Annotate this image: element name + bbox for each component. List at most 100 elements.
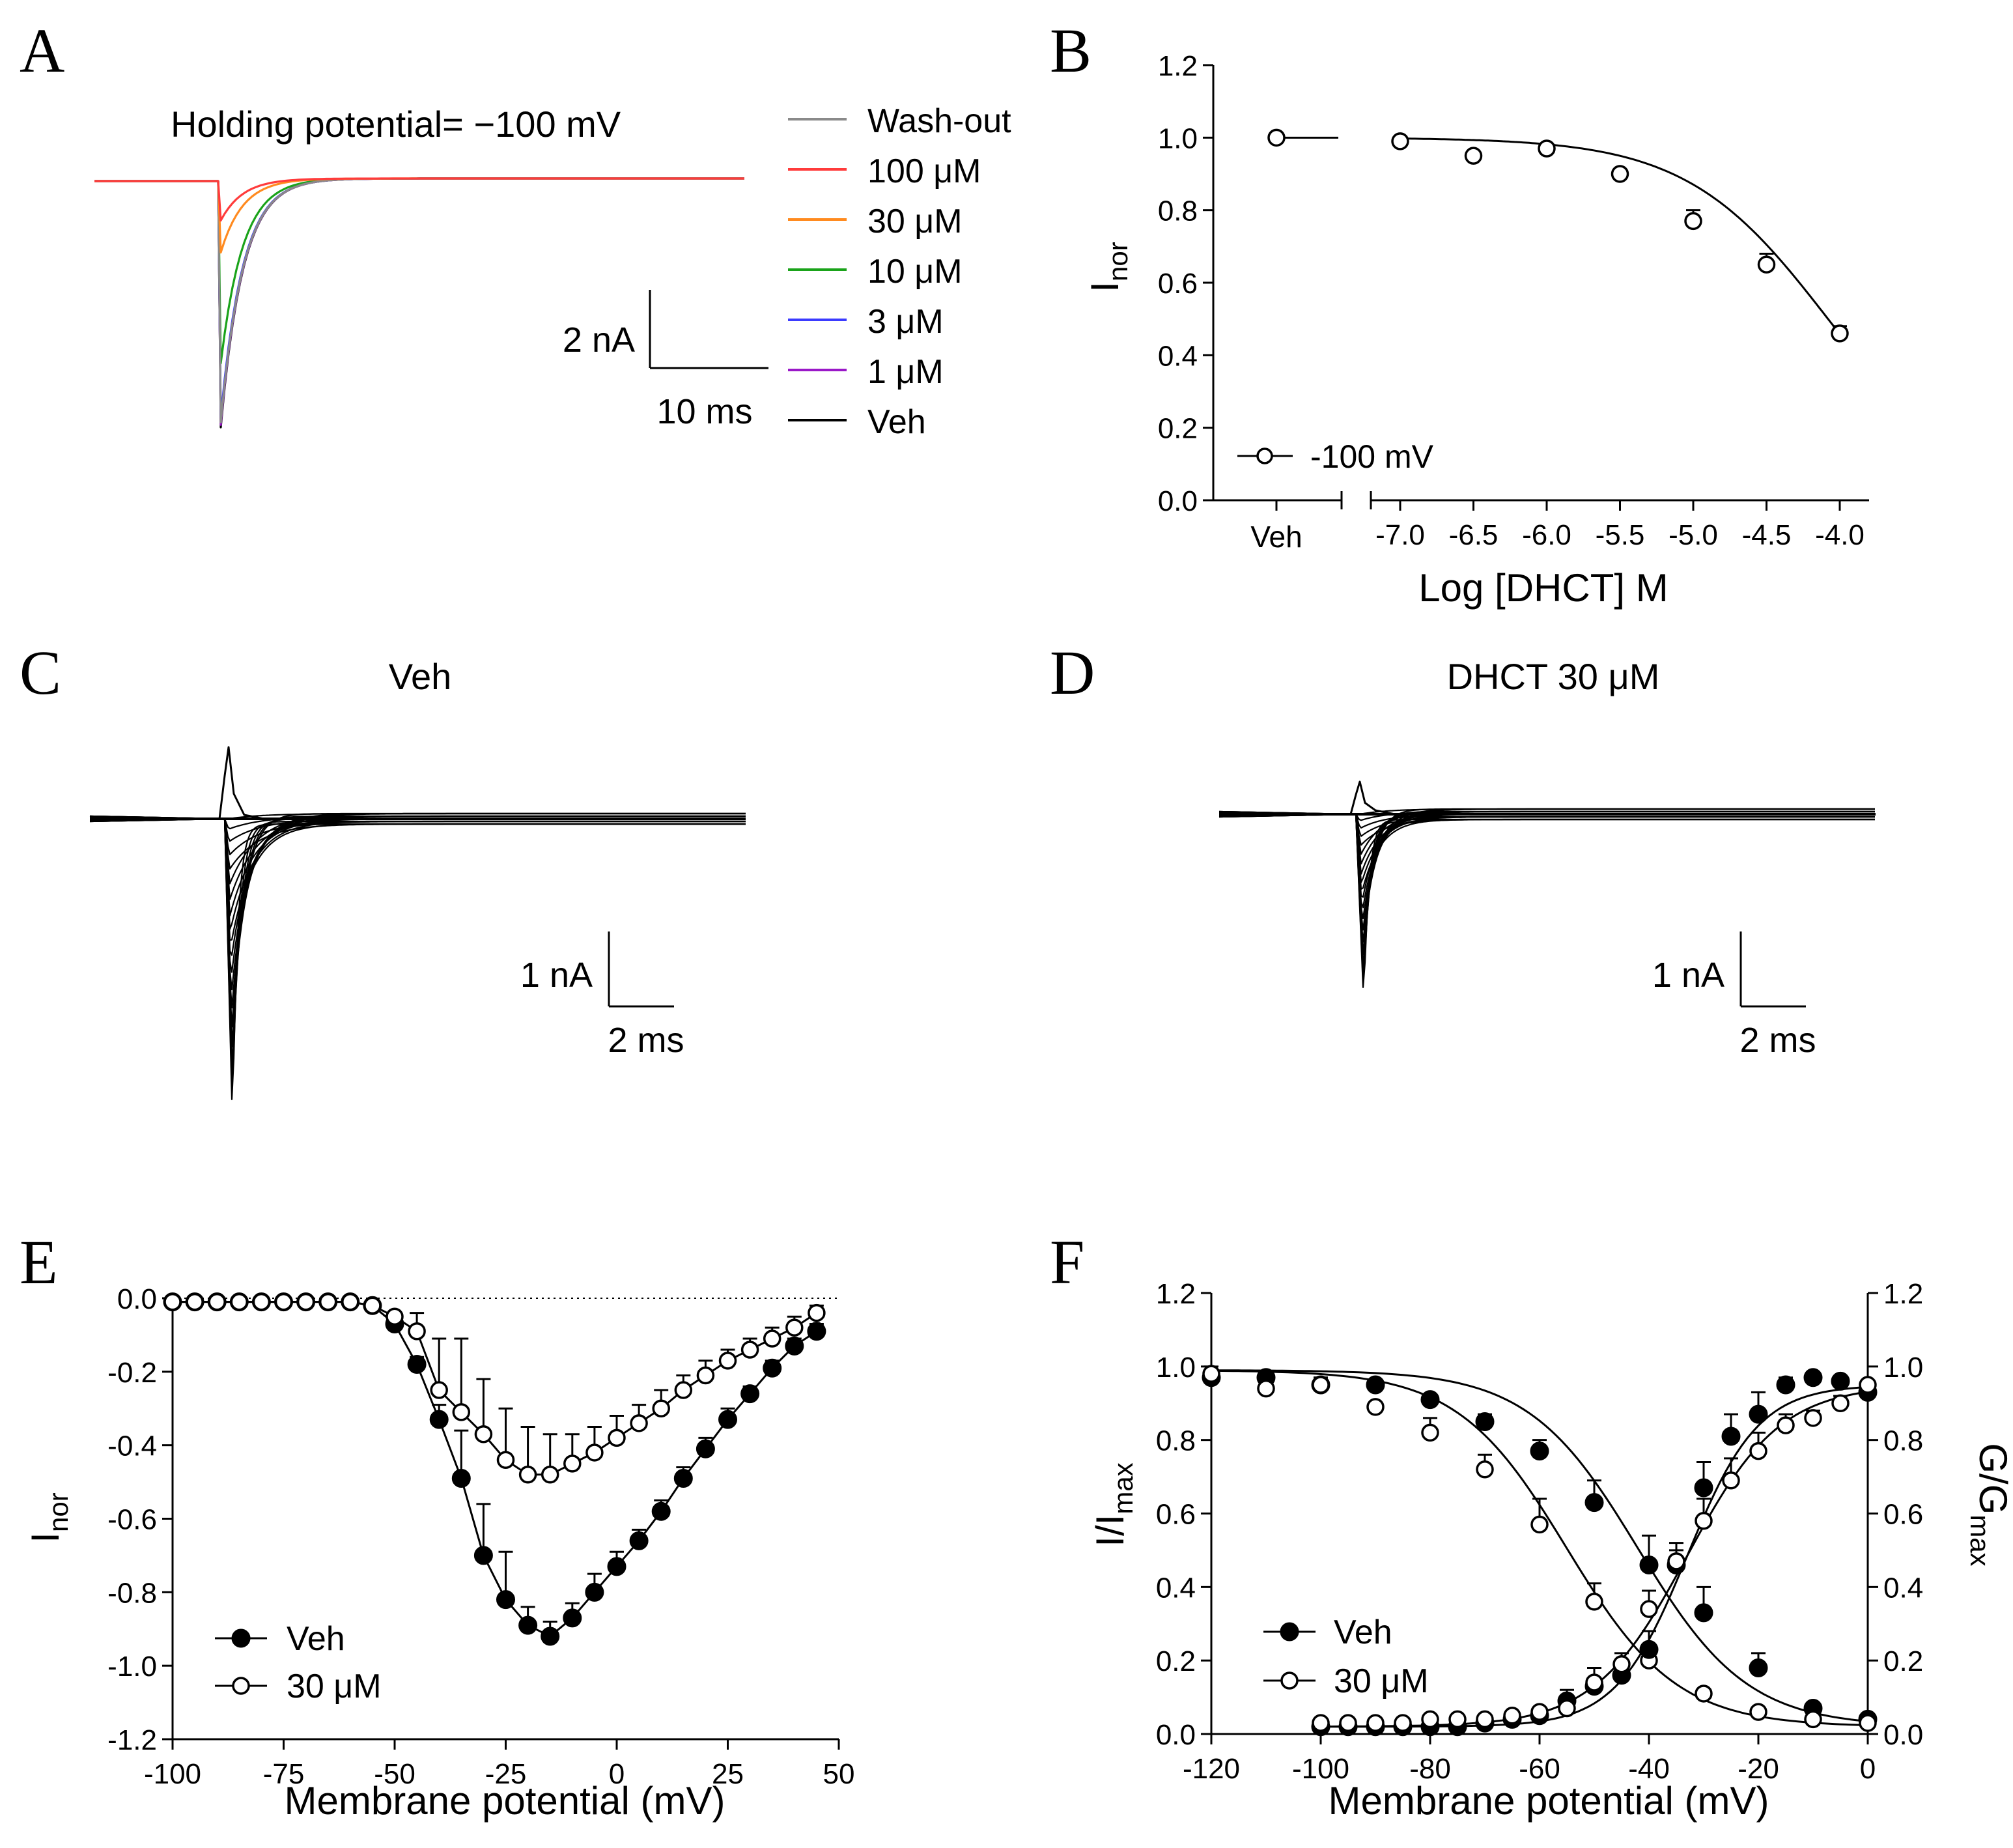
panel-e-point: [341, 1292, 359, 1311]
panel-f-inactivation-point: [1749, 1703, 1767, 1721]
panel-e-y-tick-label: -0.6: [107, 1504, 157, 1536]
panel-f-activation-point: [1749, 1404, 1768, 1424]
c-sweep: [89, 815, 746, 1070]
panel-f-activation-point: [1585, 1673, 1603, 1692]
panel-f-right-tick-label: 1.2: [1883, 1278, 1923, 1310]
panel-f-activation-point: [1612, 1655, 1631, 1673]
panel-e-x-axis-label: Membrane potential (mV): [285, 1779, 725, 1823]
panel-e-iv-curve: 0.0 -0.2 -0.4 -0.6 -0.8 -1.0 -1.2-100 -75 -50 -25…: [23, 1283, 854, 1823]
panel-f-right-tick-label: 0.0: [1883, 1719, 1923, 1751]
panel-e-x-tick-label: -100: [144, 1758, 201, 1790]
panel-b-y-tick-label: 1.0: [1158, 122, 1198, 154]
panel-e-point: [518, 1615, 538, 1635]
panel-a-legend-label: Veh: [867, 403, 926, 441]
panel-e-y-tick-label: -0.8: [107, 1577, 157, 1609]
panel-c-scale-x-label: 2 ms: [608, 1021, 684, 1060]
panel-e-x-tick-label: -50: [374, 1758, 415, 1790]
panel-e-x-tick-label: 50: [823, 1758, 855, 1790]
d-sweep: [1218, 808, 1875, 898]
panel-f-x-tick-label: -100: [1292, 1753, 1349, 1785]
panel-f-inactivation-point: [1312, 1376, 1330, 1394]
panel-f-activation-point: [1312, 1714, 1330, 1732]
panel-b-y-tick-label: 0.8: [1158, 195, 1198, 227]
panel-e-point: [651, 1501, 671, 1521]
panel-d-scale-bar: 1 nA 2 ms: [1652, 931, 1816, 1060]
panel-f-activation-point: [1366, 1714, 1385, 1732]
panel-e-point: [296, 1292, 315, 1311]
panel-f-x-tick-label: -80: [1409, 1753, 1451, 1785]
d-sweep: [1218, 813, 1875, 890]
c-sweep: [89, 817, 746, 870]
panel-f-right-tick-label: 0.6: [1883, 1499, 1923, 1531]
panel-e-point: [541, 1466, 559, 1484]
c-sweep: [89, 815, 746, 900]
panel-f-activation-point: [1394, 1714, 1412, 1732]
panel-b-point: [1538, 139, 1556, 158]
panel-f-inactivation-point: [1695, 1685, 1713, 1703]
d-sweep: [1218, 813, 1875, 983]
panel-b-plot: [1267, 128, 1849, 343]
c-sweep: [89, 812, 746, 1047]
panel-f-left-tick-label: 0.6: [1156, 1499, 1196, 1531]
panel-f-activation-point: [1721, 1427, 1741, 1446]
panel-b-x-tick-label: -5.0: [1668, 519, 1718, 551]
panel-f-x-tick-label: -120: [1183, 1753, 1240, 1785]
panel-e-x-tick-label: -75: [263, 1758, 305, 1790]
c-sweep: [89, 817, 746, 1028]
panel-e-y-tick-label: -0.2: [107, 1357, 157, 1389]
panel-a-legend: Wash-out 100 μM 30 μM 10 μM 3 μM 1 μM Veh: [788, 102, 1011, 441]
panel-a-sodium-current-traces: Holding potential= −100 mV Wash-out 100 μ…: [94, 102, 1011, 441]
panel-b-x-tick-label: -7.0: [1375, 519, 1425, 551]
panel-f-inactivation-point: [1749, 1658, 1768, 1677]
panel-d-scale-y-label: 1 nA: [1652, 956, 1724, 995]
panel-e-point: [696, 1366, 715, 1385]
panel-b-y-tick-label: 0.6: [1158, 268, 1198, 300]
panel-a-trace: [94, 177, 744, 365]
panel-e-x-tick-label: -25: [485, 1758, 527, 1790]
panel-e-point: [563, 1608, 582, 1628]
panel-c-veh-current-family: Veh 1 nA 2 ms: [89, 656, 746, 1100]
panel-b-point: [1391, 132, 1409, 150]
panel-e-point: [630, 1414, 648, 1432]
panel-e-point: [652, 1399, 670, 1417]
panel-letter-e: E: [20, 1227, 58, 1297]
panel-letter-b: B: [1050, 16, 1091, 85]
panel-b-x-tick-label: -4.5: [1742, 519, 1792, 551]
panel-f-activation-point: [1831, 1394, 1850, 1412]
panel-f-x-axis-label: Membrane potential (mV): [1329, 1779, 1769, 1823]
d-sweep: [1218, 808, 1875, 855]
panel-e-point: [518, 1466, 537, 1484]
panel-e-legend-veh: Veh: [287, 1620, 345, 1658]
panel-f-activation-point: [1530, 1703, 1549, 1721]
panel-e-point: [763, 1329, 781, 1348]
panel-f-activation-point: [1558, 1699, 1576, 1718]
panel-f-x-tick-label: -20: [1738, 1753, 1779, 1785]
panel-b-legend-label: -100 mV: [1310, 438, 1434, 475]
panel-e-point: [763, 1358, 782, 1378]
panel-f-activation-point: [1339, 1714, 1357, 1732]
d-sweep: [1219, 813, 1875, 977]
panel-a-legend-label: 30 μM: [867, 203, 963, 240]
panel-b-y-tick-label: 0.2: [1158, 413, 1198, 445]
c-sweep: [89, 817, 746, 930]
panel-f-activation-inactivation: 0.0 0.0 0.2 0.2 0.4 0.4 0.6 0.6 0.8 0.8 1.0 1.0 1.2 1…: [1088, 1278, 2013, 1823]
panel-e-point: [318, 1292, 337, 1311]
panel-f-left-y-axis-label: I/Imax: [1088, 1462, 1138, 1546]
panel-f-x-tick-label: 0: [1860, 1753, 1876, 1785]
panel-a-legend-label: 10 μM: [867, 253, 963, 291]
panel-f-right-tick-label: 0.8: [1883, 1425, 1923, 1457]
panel-f-inactivation-point: [1804, 1710, 1822, 1729]
panel-f-inactivation-point: [1366, 1375, 1385, 1395]
d-sweep: [1218, 813, 1875, 988]
panel-f-x-tick-label: -40: [1628, 1753, 1670, 1785]
panel-e-point: [585, 1443, 604, 1462]
panel-a-traces: [94, 177, 744, 429]
panel-e-point: [785, 1336, 804, 1356]
panel-d-title: DHCT 30 μM: [1447, 656, 1660, 697]
panel-d-traces: [1218, 780, 1876, 988]
panel-a-trace: [94, 177, 744, 254]
panel-a-trace: [94, 177, 744, 423]
panel-f-inactivation-point: [1530, 1442, 1549, 1461]
panel-e-legend: Veh 30 μM: [215, 1620, 382, 1705]
panel-a-scale-y-label: 2 nA: [563, 320, 635, 360]
